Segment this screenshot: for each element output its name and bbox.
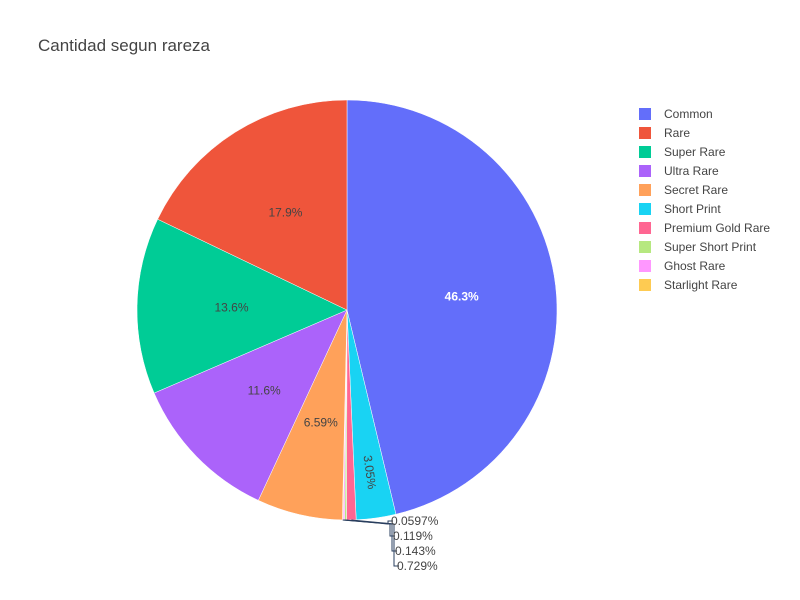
legend-item-common[interactable]: Common bbox=[639, 107, 713, 121]
pie-slice-rare[interactable] bbox=[157, 99, 348, 311]
legend-item-premium-gold-rare[interactable]: Premium Gold Rare bbox=[639, 221, 770, 235]
legend: Common Rare Super Rare Ultra Rare Secret Rar… bbox=[639, 107, 770, 292]
slice-label-super-short-print: 0.143% bbox=[395, 544, 436, 558]
legend-label: Premium Gold Rare bbox=[664, 221, 770, 235]
pie-slice-super-rare[interactable] bbox=[136, 218, 348, 394]
legend-item-super-rare[interactable]: Super Rare bbox=[639, 145, 726, 159]
legend-label: Ghost Rare bbox=[664, 259, 726, 273]
slice-label-ultra-rare: 11.6% bbox=[248, 383, 281, 397]
legend-swatch bbox=[639, 203, 651, 215]
legend-item-ultra-rare[interactable]: Ultra Rare bbox=[639, 164, 719, 178]
legend-item-ghost-rare[interactable]: Ghost Rare bbox=[639, 259, 726, 273]
slice-label-rare: 17.9% bbox=[268, 205, 302, 219]
legend-label: Ultra Rare bbox=[664, 164, 719, 178]
legend-swatch bbox=[639, 165, 651, 177]
slice-label-super-rare: 13.6% bbox=[215, 301, 249, 315]
legend-label: Rare bbox=[664, 126, 690, 140]
legend-label: Common bbox=[664, 107, 713, 121]
slice-label-starlight-rare: 0.0597% bbox=[391, 514, 439, 528]
legend-swatch bbox=[639, 184, 651, 196]
legend-item-rare[interactable]: Rare bbox=[639, 126, 690, 140]
slice-label-premium-gold-rare: 0.729% bbox=[397, 559, 438, 573]
legend-label: Starlight Rare bbox=[664, 278, 738, 292]
legend-label: Super Short Print bbox=[664, 240, 757, 254]
slice-label-short-print: 3.05% bbox=[360, 454, 379, 490]
pie-slice-common[interactable] bbox=[346, 99, 558, 515]
legend-item-starlight-rare[interactable]: Starlight Rare bbox=[639, 278, 738, 292]
legend-item-super-short-print[interactable]: Super Short Print bbox=[639, 240, 757, 254]
leader-line-starlight-rare bbox=[342, 519, 393, 525]
leader-line-super-short-print bbox=[345, 519, 397, 552]
legend-swatch bbox=[639, 241, 651, 253]
legend-swatch bbox=[639, 279, 651, 291]
legend-item-secret-rare[interactable]: Secret Rare bbox=[639, 183, 728, 197]
slice-label-ghost-rare: 0.119% bbox=[393, 529, 433, 543]
legend-label: Short Print bbox=[664, 202, 721, 216]
legend-swatch bbox=[639, 146, 651, 158]
slice-label-secret-rare: 6.59% bbox=[304, 415, 338, 429]
chart-title: Cantidad segun rareza bbox=[38, 36, 211, 55]
legend-swatch bbox=[639, 108, 651, 120]
legend-swatch bbox=[639, 222, 651, 234]
pie-slices bbox=[136, 99, 558, 521]
legend-swatch bbox=[639, 260, 651, 272]
pie-slice-ultra-rare[interactable] bbox=[153, 309, 348, 501]
label-leader-lines bbox=[342, 519, 399, 567]
slice-label-common: 46.3% bbox=[445, 289, 479, 303]
slice-labels: 46.3% 3.05% 6.59% 11.6% 13.6% 17.9% 0.729%0.14… bbox=[215, 205, 480, 573]
legend-label: Super Rare bbox=[664, 145, 726, 159]
legend-swatch bbox=[639, 127, 651, 139]
legend-label: Secret Rare bbox=[664, 183, 728, 197]
legend-item-short-print[interactable]: Short Print bbox=[639, 202, 721, 216]
